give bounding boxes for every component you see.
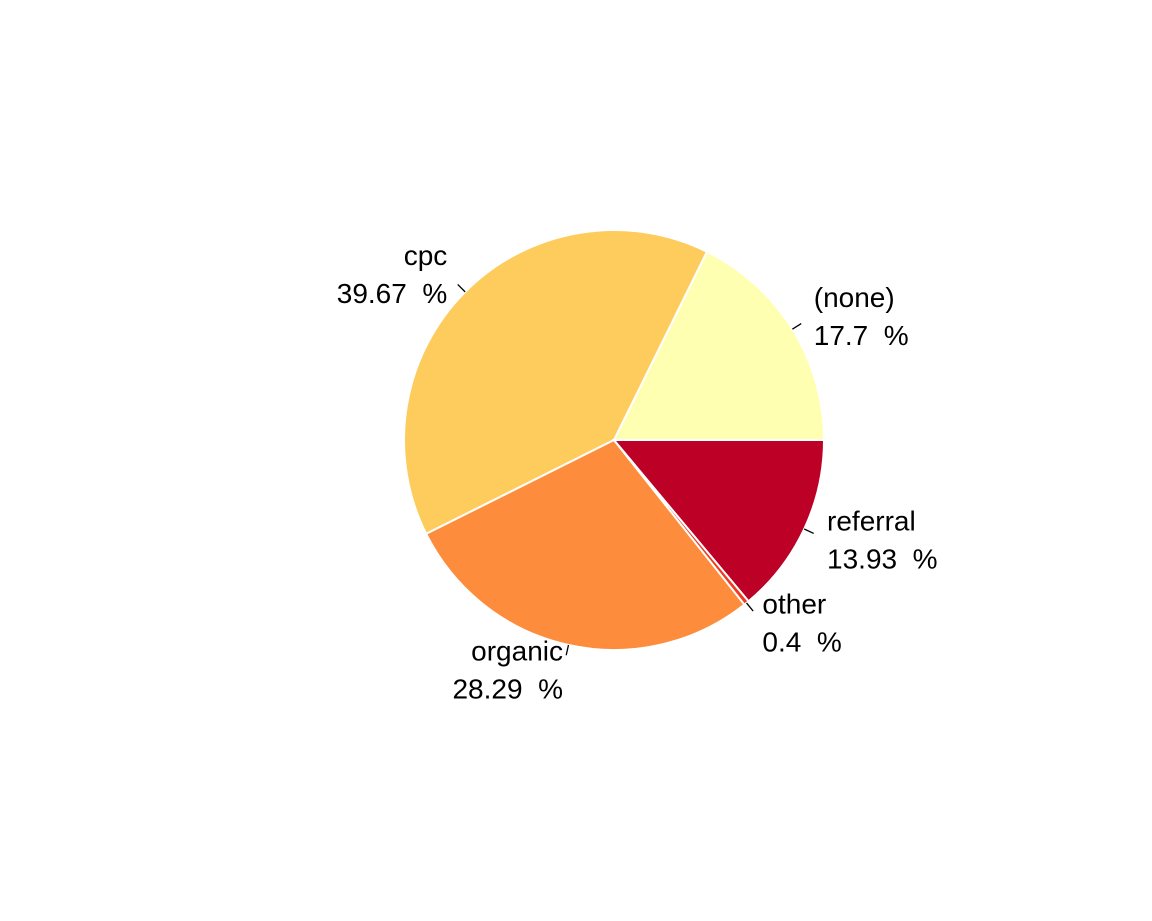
slice-percent-label: 0.4 % bbox=[762, 626, 841, 657]
label-referral: referral 13.93 % bbox=[827, 506, 938, 575]
slice-cpc bbox=[403, 229, 709, 536]
label-none: (none) 17.7 % bbox=[814, 282, 909, 351]
label-organic: organic 28.29 % bbox=[452, 636, 563, 705]
slice-percent-label: 28.29 % bbox=[452, 674, 563, 705]
slice-referral bbox=[611, 439, 826, 603]
label-other: other 0.4 % bbox=[762, 588, 841, 657]
slice-name-label: referral bbox=[827, 506, 916, 537]
pie-labels: (none) 17.7 % cpc 39.67 % organic 28.29 % othe… bbox=[337, 240, 938, 705]
leader-line-other bbox=[746, 602, 754, 612]
pie-slices bbox=[403, 229, 826, 651]
leader-line-organic bbox=[565, 644, 570, 656]
leader-line-referral bbox=[803, 528, 814, 535]
pie-leader-lines bbox=[457, 284, 814, 656]
slice-organic bbox=[424, 438, 746, 651]
label-cpc: cpc 39.67 % bbox=[337, 240, 448, 309]
slice-none bbox=[612, 250, 826, 441]
leader-line-none bbox=[792, 323, 802, 330]
slice-percent-label: 39.67 % bbox=[337, 278, 448, 309]
slice-name-label: other bbox=[762, 588, 826, 619]
slice-name-label: organic bbox=[471, 636, 563, 667]
slice-percent-label: 17.7 % bbox=[814, 320, 909, 351]
slice-percent-label: 13.93 % bbox=[827, 544, 938, 575]
leader-line-cpc bbox=[457, 284, 466, 293]
slice-name-label: cpc bbox=[404, 240, 448, 271]
slice-name-label: (none) bbox=[814, 282, 895, 313]
